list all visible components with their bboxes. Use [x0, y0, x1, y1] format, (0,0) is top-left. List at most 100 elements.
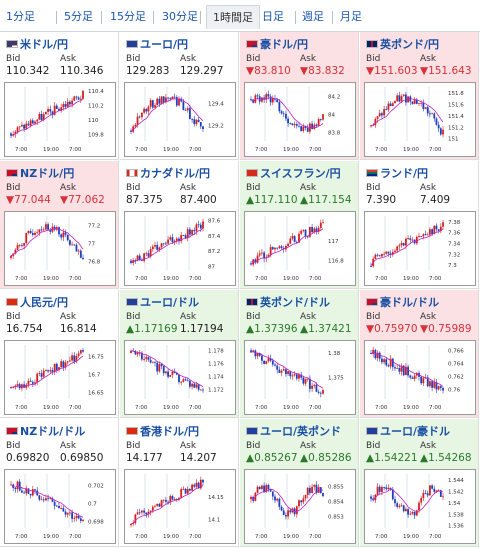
mini-candlestick-chart[interactable]: 0.702 0.7 0.698 7:00 19:00 7:00 [4, 469, 116, 544]
candle-body [75, 516, 78, 519]
candle-body [25, 488, 28, 494]
mini-candlestick-chart[interactable]: 77.2 77 76.8 7:00 19:00 7:00 [4, 211, 116, 286]
currency-pair-card[interactable]: 英ポンド/円 Bid Ask ▼151.603 ▼151.643 151.8 151.6 15… [360, 32, 479, 160]
pair-name-text[interactable]: 豪ドル/ドル [380, 296, 440, 309]
pair-name-text[interactable]: 香港ドル/円 [140, 425, 200, 438]
candle-body [62, 361, 65, 368]
pair-name-link[interactable]: 豪ドル/円 [246, 36, 308, 52]
pair-name-link[interactable]: ユーロ/円 [126, 36, 188, 52]
tab-timeframe[interactable]: 15分足 [110, 10, 146, 23]
candle-body [138, 255, 141, 261]
pair-name-text[interactable]: ユーロ/円 [140, 38, 189, 51]
currency-pair-card[interactable]: ユーロ/豪ドル Bid Ask ▲1.54221 ▲1.54268 1.544 1.542 1… [360, 419, 479, 547]
bid-value: ▲1.17169 [126, 323, 178, 335]
mini-candlestick-chart[interactable]: 7.38 7.36 7.34 7.32 7.3 7:00 19:00 7:00 [364, 211, 476, 286]
pair-name-text[interactable]: 英ポンド/円 [380, 38, 440, 51]
candle-body [306, 487, 309, 495]
candle-body [165, 243, 167, 245]
chart-svg: 129.4 129.2 7:00 19:00 7:00 [130, 87, 224, 153]
candle-body [317, 391, 320, 393]
candle-body [169, 97, 172, 99]
mini-candlestick-chart[interactable]: 0.766 0.764 0.762 0.76 7:00 19:00 7:00 [364, 340, 476, 415]
tab-timeframe[interactable]: 日足 [262, 10, 284, 23]
tab-timeframe[interactable]: 週足 [302, 10, 324, 23]
pair-name-text[interactable]: ユーロ/ドル [140, 296, 200, 309]
pair-name-text[interactable]: 米ドル/円 [20, 38, 69, 51]
pair-name-text[interactable]: NZドル/ドル [20, 425, 86, 438]
mini-candlestick-chart[interactable]: 14.15 14.1 7:00 19:00 7:00 [124, 469, 236, 544]
mini-candlestick-chart[interactable]: 0.855 0.854 0.853 7:00 19:00 7:00 [244, 469, 356, 544]
currency-pair-card[interactable]: ユーロ/英ポンド Bid Ask ▲0.85267 ▲0.85286 0.855 0.854… [240, 419, 359, 547]
candle-body [370, 266, 372, 267]
pair-name-link[interactable]: 英ポンド/ドル [246, 294, 330, 310]
currency-pair-card[interactable]: 人民元/円 Bid Ask 16.754 16.814 16.75 16.7 16.65 7:0… [0, 290, 119, 418]
mini-candlestick-chart[interactable]: 1.178 1.176 1.174 1.172 7:00 19:00 7:00 [124, 340, 236, 415]
currency-pair-card[interactable]: ユーロ/円 Bid Ask 129.283 129.297 129.4 129.2 7:00 1… [120, 32, 239, 160]
candle-body [189, 380, 191, 387]
mini-candlestick-chart[interactable]: 151.8 151.6 151.4 151.2 151 7:00 19:00 7:00 [364, 82, 476, 157]
pair-name-text[interactable]: NZドル/円 [20, 167, 75, 180]
pair-name-link[interactable]: カナダドル/円 [126, 165, 210, 181]
y-tick-label: 0.762 [448, 375, 464, 381]
currency-pair-card[interactable]: 米ドル/円 Bid Ask 110.342 110.346 110.4 110.2 110 10… [0, 32, 119, 160]
pair-name-link[interactable]: ユーロ/豪ドル [366, 423, 450, 439]
mini-candlestick-chart[interactable]: 87.6 87.4 87.2 87 7:00 19:00 7:00 [124, 211, 236, 286]
pair-name-text[interactable]: 人民元/円 [20, 296, 69, 309]
y-tick-label: 110 [88, 118, 99, 124]
mini-candlestick-chart[interactable]: 16.75 16.7 16.65 7:00 19:00 7:00 [4, 340, 116, 415]
candle-body [147, 357, 150, 360]
currency-pair-card[interactable]: NZドル/円 Bid Ask ▼77.044 ▼77.062 77.2 77 76.8 7:00… [0, 161, 119, 289]
mini-candlestick-chart[interactable]: 1.544 1.542 1.54 1.538 1.536 7:00 19:00 7:00 [364, 469, 476, 544]
pair-name-link[interactable]: ユーロ/ドル [126, 294, 199, 310]
currency-pair-card[interactable]: 豪ドル/円 Bid Ask ▼83.810 ▼83.832 84.2 84 83.8 7:00 1… [240, 32, 359, 160]
pair-name-link[interactable]: ランド/円 [366, 165, 428, 181]
candle-body [442, 387, 444, 391]
candle-body [169, 374, 172, 377]
pair-name-link[interactable]: 英ポンド/円 [366, 36, 439, 52]
tab-timeframe[interactable]: 月足 [340, 10, 362, 23]
pair-name-link[interactable]: 米ドル/円 [6, 36, 68, 52]
pair-name-text[interactable]: ユーロ/英ポンド [260, 425, 342, 438]
pair-name-link[interactable]: 人民元/円 [6, 294, 68, 310]
pair-name-link[interactable]: 香港ドル/円 [126, 423, 199, 439]
mini-candlestick-chart[interactable]: 117 116.8 7:00 19:00 7:00 [244, 211, 356, 286]
y-tick-label: 87.2 [208, 249, 220, 255]
pair-name-text[interactable]: ユーロ/豪ドル [380, 425, 451, 438]
mini-candlestick-chart[interactable]: 129.4 129.2 7:00 19:00 7:00 [124, 82, 236, 157]
ask-label: Ask [60, 54, 77, 64]
tab-timeframe[interactable]: 5分足 [64, 10, 93, 23]
currency-pair-card[interactable]: カナダドル/円 Bid Ask 87.375 87.400 87.6 87.4 87.2 87 7… [120, 161, 239, 289]
candle-body [38, 229, 41, 233]
tab-timeframe[interactable]: 30分足 [162, 10, 198, 23]
pair-name-link[interactable]: 豪ドル/ドル [366, 294, 439, 310]
pair-name-link[interactable]: NZドル/円 [6, 165, 74, 181]
currency-pair-card[interactable]: 英ポンド/ドル Bid Ask ▲1.37396 ▲1.37421 1.38 1.375 7:… [240, 290, 359, 418]
pair-name-text[interactable]: スイスフラン/円 [260, 167, 341, 180]
tab-separator [153, 11, 154, 24]
candle-body [370, 496, 372, 499]
pair-name-text[interactable]: 豪ドル/円 [260, 38, 309, 51]
pair-name-link[interactable]: ユーロ/英ポンド [246, 423, 341, 439]
mini-candlestick-chart[interactable]: 110.4 110.2 110 109.8 7:00 19:00 7:00 [4, 82, 116, 157]
tab-timeframe[interactable]: 1分足 [6, 10, 35, 23]
currency-pair-card[interactable]: ユーロ/ドル Bid Ask ▲1.17169 1.17194 1.178 1.176 1.1… [120, 290, 239, 418]
pair-name-text[interactable]: 英ポンド/ドル [260, 296, 331, 309]
currency-pair-card[interactable]: スイスフラン/円 Bid Ask ▲117.110 ▲117.154 117 116.8 7:… [240, 161, 359, 289]
candle-body [27, 380, 30, 385]
currency-pair-card[interactable]: 香港ドル/円 Bid Ask 14.177 14.207 14.15 14.1 7:00 19:… [120, 419, 239, 547]
pair-name-link[interactable]: スイスフラン/円 [246, 165, 341, 181]
tab-timeframe[interactable]: 1時間足 [206, 5, 260, 29]
bid-label: Bid [366, 312, 381, 322]
mini-candlestick-chart[interactable]: 84.2 84 83.8 7:00 19:00 7:00 [244, 82, 356, 157]
mini-candlestick-chart[interactable]: 1.38 1.375 7:00 19:00 7:00 [244, 340, 356, 415]
pair-name-link[interactable]: NZドル/ドル [6, 423, 85, 439]
candle-body [280, 246, 283, 249]
currency-pair-card[interactable]: NZドル/ドル Bid Ask 0.69820 0.69850 0.702 0.7 0.698… [0, 419, 119, 547]
candle-body [25, 123, 28, 129]
candle-body [261, 355, 263, 361]
pair-name-text[interactable]: カナダドル/円 [140, 167, 211, 180]
pair-name-text[interactable]: ランド/円 [380, 167, 429, 180]
candle-body [197, 384, 200, 390]
currency-pair-card[interactable]: ランド/円 Bid Ask 7.390 7.409 7.38 7.36 7.34 7.32 7.3… [360, 161, 479, 289]
currency-pair-card[interactable]: 豪ドル/ドル Bid Ask ▼0.75970 ▼0.75989 0.766 0.764 0.… [360, 290, 479, 418]
